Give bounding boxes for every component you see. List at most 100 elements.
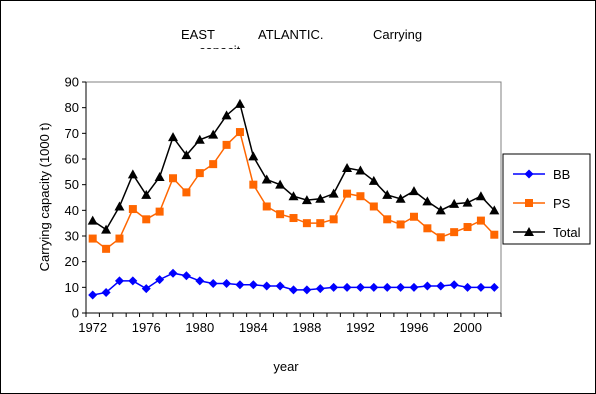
point-ps-1976	[142, 215, 151, 224]
point-ps-1986	[276, 210, 285, 219]
point-bb-1975	[128, 276, 138, 286]
y-tick-label-7: 70	[65, 126, 79, 141]
point-ps-1983	[235, 128, 244, 137]
chart-title-part-east: EAST	[181, 27, 215, 42]
point-total-1995	[395, 193, 406, 203]
point-total-1984	[248, 151, 259, 161]
point-total-1987	[288, 191, 299, 201]
plot-area: 0 10 20 30 40 50 60 70 80 90 1972 1976 1980 1984 1988 1…	[65, 75, 502, 335]
point-total-1978	[168, 132, 179, 142]
point-total-2001	[475, 191, 486, 201]
point-total-2000	[462, 197, 473, 207]
point-ps-1975	[128, 205, 137, 214]
x-tick-label-1: 1976	[132, 320, 161, 335]
point-bb-1994	[382, 282, 392, 292]
point-total-1983	[234, 98, 245, 108]
point-ps-1993	[369, 202, 378, 211]
y-tick-label-5: 50	[65, 177, 79, 192]
point-total-1989	[315, 193, 326, 203]
legend: BB PS Total	[513, 167, 581, 240]
y-tick-label-2: 20	[65, 254, 79, 269]
point-bb-1972	[88, 290, 98, 300]
y-tick-label-8: 80	[65, 100, 79, 115]
point-total-1997	[422, 196, 433, 206]
point-bb-2001	[476, 282, 486, 292]
legend-marker-bb	[524, 169, 534, 179]
point-bb-1982	[222, 278, 232, 288]
point-ps-1999	[450, 228, 459, 237]
point-bb-1977	[155, 275, 165, 285]
point-total-1998	[435, 205, 446, 215]
point-bb-1987	[289, 285, 298, 295]
y-tick-label-9: 90	[65, 75, 79, 90]
point-bb-1985	[262, 281, 272, 291]
legend-box	[502, 153, 591, 245]
point-total-1999	[449, 198, 460, 208]
point-bb-1973	[101, 287, 111, 297]
point-ps-1972	[88, 234, 97, 243]
point-ps-1998	[436, 233, 445, 242]
legend-label-bb: BB	[553, 167, 570, 182]
point-total-1986	[275, 179, 286, 189]
point-ps-2001	[476, 216, 485, 225]
point-bb-1993	[369, 282, 379, 292]
point-ps-1981	[209, 160, 218, 169]
point-bb-1989	[315, 284, 325, 294]
y-axis-title: Carrying capacity (1000 t)	[37, 123, 52, 272]
point-total-1985	[261, 174, 272, 184]
point-bb-1986	[275, 281, 285, 291]
point-ps-1996	[409, 212, 418, 221]
y-tick-label-1: 10	[65, 280, 79, 295]
point-bb-1983	[235, 280, 245, 290]
x-tick-label-3: 1984	[239, 320, 268, 335]
point-total-1994	[382, 189, 393, 199]
legend-label-ps: PS	[553, 196, 571, 211]
point-total-1977	[154, 171, 165, 181]
x-tick-label-7: 2000	[453, 320, 482, 335]
point-bb-1976	[141, 284, 151, 294]
point-bb-1980	[195, 276, 205, 286]
point-total-2002	[489, 205, 500, 215]
title-clip-mask	[180, 49, 260, 63]
point-ps-1994	[383, 215, 392, 224]
point-ps-1984	[249, 180, 258, 189]
point-ps-1979	[182, 188, 191, 197]
x-tick-label-4: 1988	[292, 320, 321, 335]
point-bb-1978	[168, 268, 178, 278]
point-total-1981	[208, 129, 219, 139]
x-tick-label-2: 1980	[185, 320, 214, 335]
legend-marker-ps	[525, 199, 533, 207]
point-total-1993	[368, 175, 379, 185]
point-ps-1989	[316, 219, 325, 228]
point-total-1991	[342, 162, 353, 172]
point-bb-1998	[436, 281, 446, 291]
x-tick-label-5: 1992	[346, 320, 375, 335]
point-bb-1990	[329, 282, 339, 292]
point-ps-1992	[356, 192, 365, 201]
chart-title-part-atlantic: ATLANTIC.	[258, 27, 324, 42]
point-ps-2000	[463, 223, 472, 232]
x-tick-label-0: 1972	[78, 320, 107, 335]
point-bb-1991	[342, 282, 352, 292]
y-tick-label-6: 60	[65, 152, 79, 167]
point-bb-1988	[302, 285, 312, 295]
point-ps-2002	[490, 230, 499, 239]
point-ps-1988	[302, 219, 311, 228]
point-ps-1987	[289, 214, 298, 223]
point-total-1990	[328, 188, 339, 198]
y-tick-label-3: 30	[65, 229, 79, 244]
point-total-1972	[87, 215, 98, 225]
point-ps-1997	[423, 224, 432, 233]
point-ps-1977	[155, 207, 164, 216]
point-total-1982	[221, 110, 232, 120]
point-total-1992	[355, 165, 366, 175]
legend-marker-total	[524, 227, 534, 236]
point-total-1980	[194, 134, 205, 144]
point-bb-1999	[449, 280, 459, 290]
point-bb-1992	[355, 282, 365, 292]
point-ps-1978	[169, 174, 178, 183]
point-bb-1981	[208, 278, 218, 288]
point-total-1988	[301, 195, 312, 205]
point-bb-2002	[489, 282, 499, 292]
